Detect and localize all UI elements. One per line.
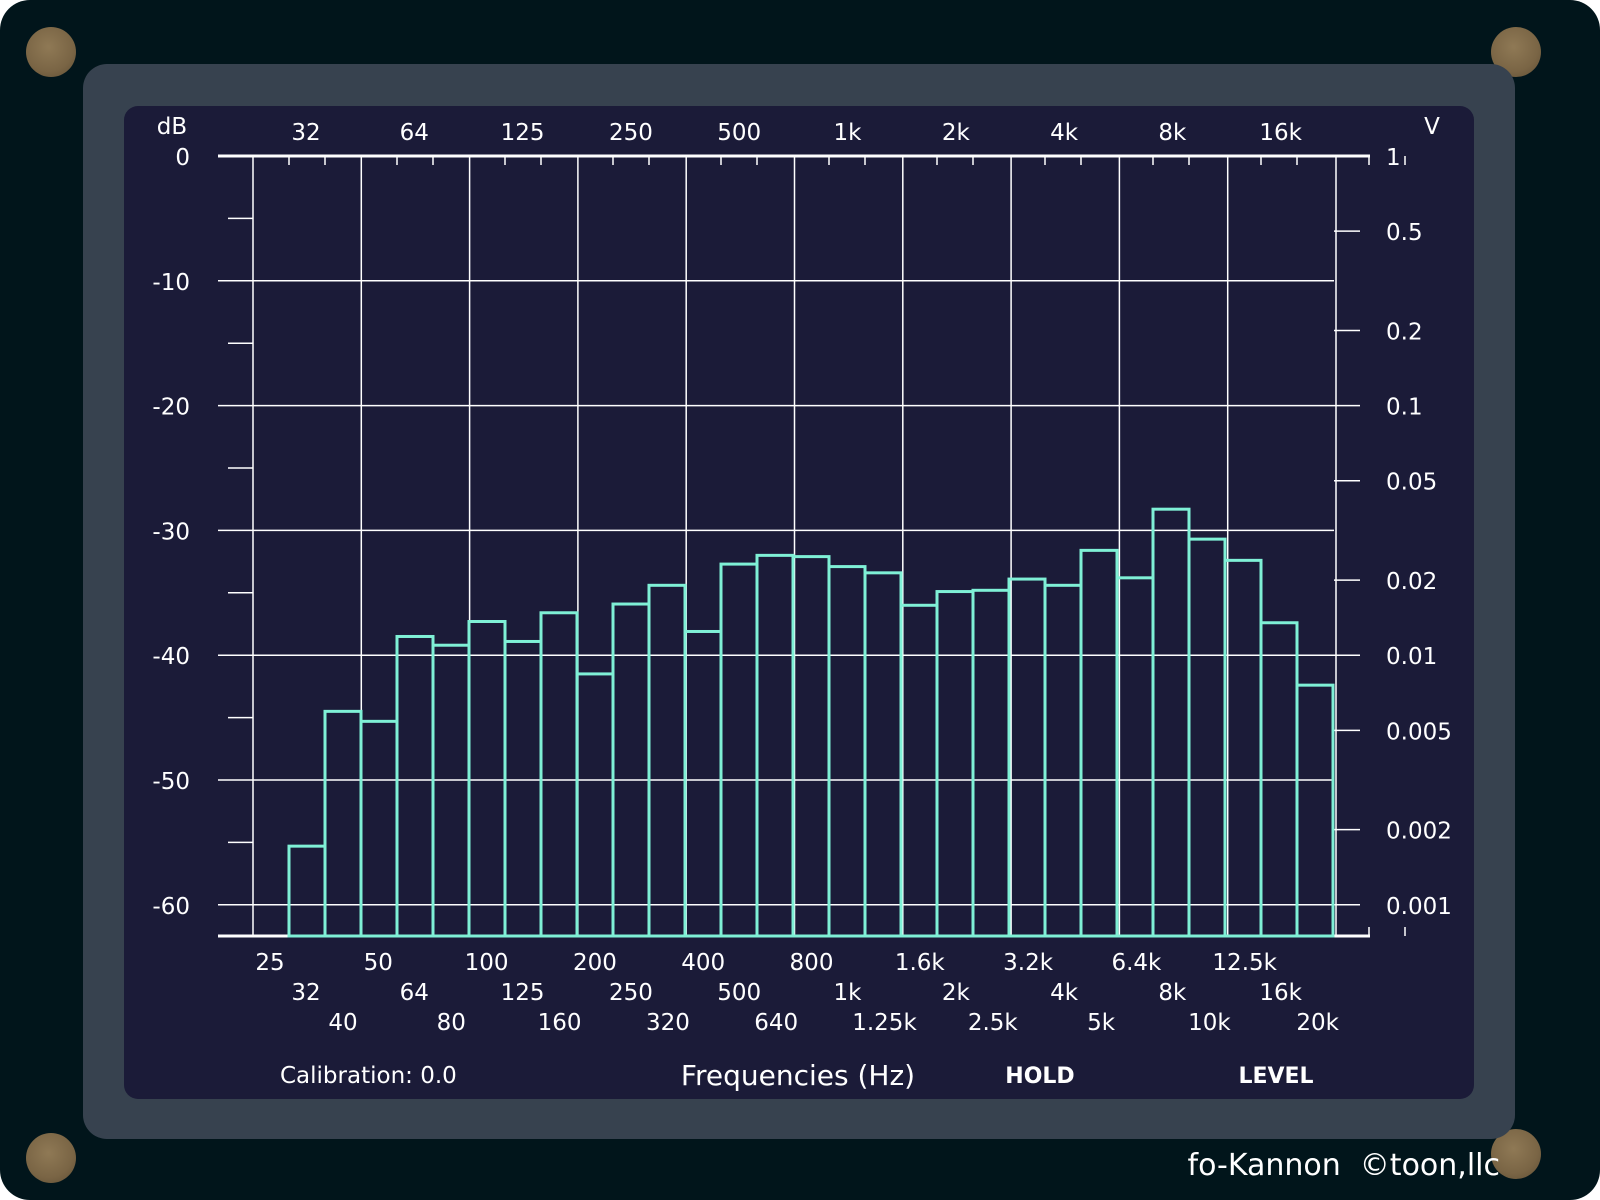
x-tick-label-bottom: 80 (437, 1010, 466, 1036)
spectrum-bar (467, 620, 507, 938)
x-tick-label-bottom: 2k (942, 980, 971, 1006)
y-tick-label-right: 0.5 (1386, 220, 1423, 246)
spectrum-bar (503, 639, 543, 938)
spectrum-bar (287, 844, 327, 938)
x-tick-label-bottom: 800 (790, 950, 834, 976)
x-tick-label-bottom: 125 (501, 980, 545, 1006)
spectrum-bar (791, 555, 831, 938)
x-tick-label-bottom: 10k (1188, 1010, 1231, 1036)
y-tick-label-left: -10 (152, 270, 190, 296)
spectrum-bar (971, 588, 1011, 938)
spectrum-bar (1043, 583, 1083, 938)
x-tick-label-bottom: 16k (1259, 980, 1302, 1006)
x-tick-label-top: 2k (942, 120, 971, 146)
spectrum-bar (647, 583, 687, 938)
spectrum-bar (719, 562, 759, 938)
x-tick-label-bottom: 160 (538, 1010, 582, 1036)
spectrum-bar (827, 565, 867, 938)
spectrum-bar (539, 611, 579, 938)
screw-top-left (26, 27, 76, 77)
x-tick-label-bottom: 200 (573, 950, 617, 976)
y-tick-label-right: 0.01 (1386, 644, 1437, 670)
spectrum-bar (1079, 548, 1119, 938)
hold-button[interactable]: HOLD (1005, 1064, 1074, 1089)
x-tick-label-bottom: 2.5k (968, 1010, 1019, 1036)
x-tick-label-bottom: 40 (328, 1010, 357, 1036)
spectrum-bar (1223, 558, 1263, 938)
spectrum-bar (1007, 577, 1047, 938)
x-tick-label-bottom: 640 (754, 1010, 798, 1036)
x-tick-label-top: 16k (1259, 120, 1302, 146)
x-tick-label-bottom: 20k (1296, 1010, 1339, 1036)
x-tick-label-bottom: 500 (717, 980, 761, 1006)
level-button[interactable]: LEVEL (1238, 1064, 1313, 1089)
x-tick-label-bottom: 50 (364, 950, 393, 976)
x-tick-label-bottom: 1k (834, 980, 863, 1006)
spectrum-bar (1151, 507, 1191, 938)
brand-label: fo-Kannon ©toon,llc (1187, 1148, 1500, 1183)
y-tick-label-left: -50 (152, 769, 190, 795)
spectrum-bar (683, 629, 723, 938)
spectrum-bar (1187, 537, 1227, 938)
y-tick-label-left: -40 (152, 644, 190, 670)
spectrum-bar (323, 709, 363, 938)
x-tick-label-bottom: 12.5k (1212, 950, 1277, 976)
x-tick-label-bottom: 32 (291, 980, 320, 1006)
x-tick-label-top: 64 (400, 120, 429, 146)
spectrum-bar (359, 719, 399, 938)
y-axis-label-left: dB (157, 114, 187, 140)
spectrum-bar (755, 553, 795, 938)
spectrum-bar (431, 643, 471, 938)
x-tick-label-top: 8k (1158, 120, 1187, 146)
spectrum-bar (395, 634, 435, 938)
analyzer-screen (124, 106, 1474, 1099)
x-tick-label-top: 250 (609, 120, 653, 146)
spectrum-bar (935, 590, 975, 938)
x-tick-label-bottom: 250 (609, 980, 653, 1006)
y-tick-label-right: 0.05 (1386, 470, 1437, 496)
y-tick-label-right: 0.1 (1386, 395, 1423, 421)
spectrum-bar (611, 602, 651, 938)
x-tick-label-bottom: 8k (1158, 980, 1187, 1006)
y-tick-label-right: 0.005 (1386, 719, 1452, 745)
y-tick-label-left: -30 (152, 519, 190, 545)
x-tick-label-bottom: 320 (646, 1010, 690, 1036)
x-tick-label-bottom: 1.25k (852, 1010, 917, 1036)
x-tick-label-top: 1k (834, 120, 863, 146)
y-tick-label-left: -60 (152, 894, 190, 920)
y-tick-label-left: 0 (175, 145, 190, 171)
x-tick-label-top: 125 (501, 120, 545, 146)
x-tick-label-top: 4k (1050, 120, 1079, 146)
spectrum-bar (575, 672, 615, 938)
x-tick-label-bottom: 1.6k (895, 950, 946, 976)
y-tick-label-right: 0.2 (1386, 319, 1423, 345)
calibration-label: Calibration: 0.0 (280, 1063, 457, 1089)
y-tick-label-right: 1 (1386, 145, 1401, 171)
x-tick-label-bottom: 100 (465, 950, 509, 976)
x-tick-label-top: 500 (717, 120, 761, 146)
spectrum-bar (1115, 576, 1155, 938)
spectrum-bar (1295, 683, 1335, 938)
screw-bottom-left (26, 1133, 76, 1183)
x-tick-label-bottom: 3.2k (1003, 950, 1054, 976)
x-tick-label-bottom: 5k (1087, 1010, 1116, 1036)
y-tick-label-right: 0.02 (1386, 569, 1437, 595)
x-tick-label-bottom: 25 (255, 950, 284, 976)
x-tick-label-bottom: 64 (400, 980, 429, 1006)
x-tick-label-bottom: 6.4k (1111, 950, 1162, 976)
y-tick-label-right: 0.001 (1386, 894, 1452, 920)
y-axis-label-right: V (1424, 114, 1440, 140)
y-tick-label-right: 0.002 (1386, 819, 1452, 845)
x-tick-label-top: 32 (291, 120, 320, 146)
x-tick-label-bottom: 400 (681, 950, 725, 976)
x-axis-title: Frequencies (Hz) (681, 1059, 915, 1092)
x-tick-label-bottom: 4k (1050, 980, 1079, 1006)
spectrum-bar (863, 571, 903, 938)
y-tick-label-left: -20 (152, 395, 190, 421)
